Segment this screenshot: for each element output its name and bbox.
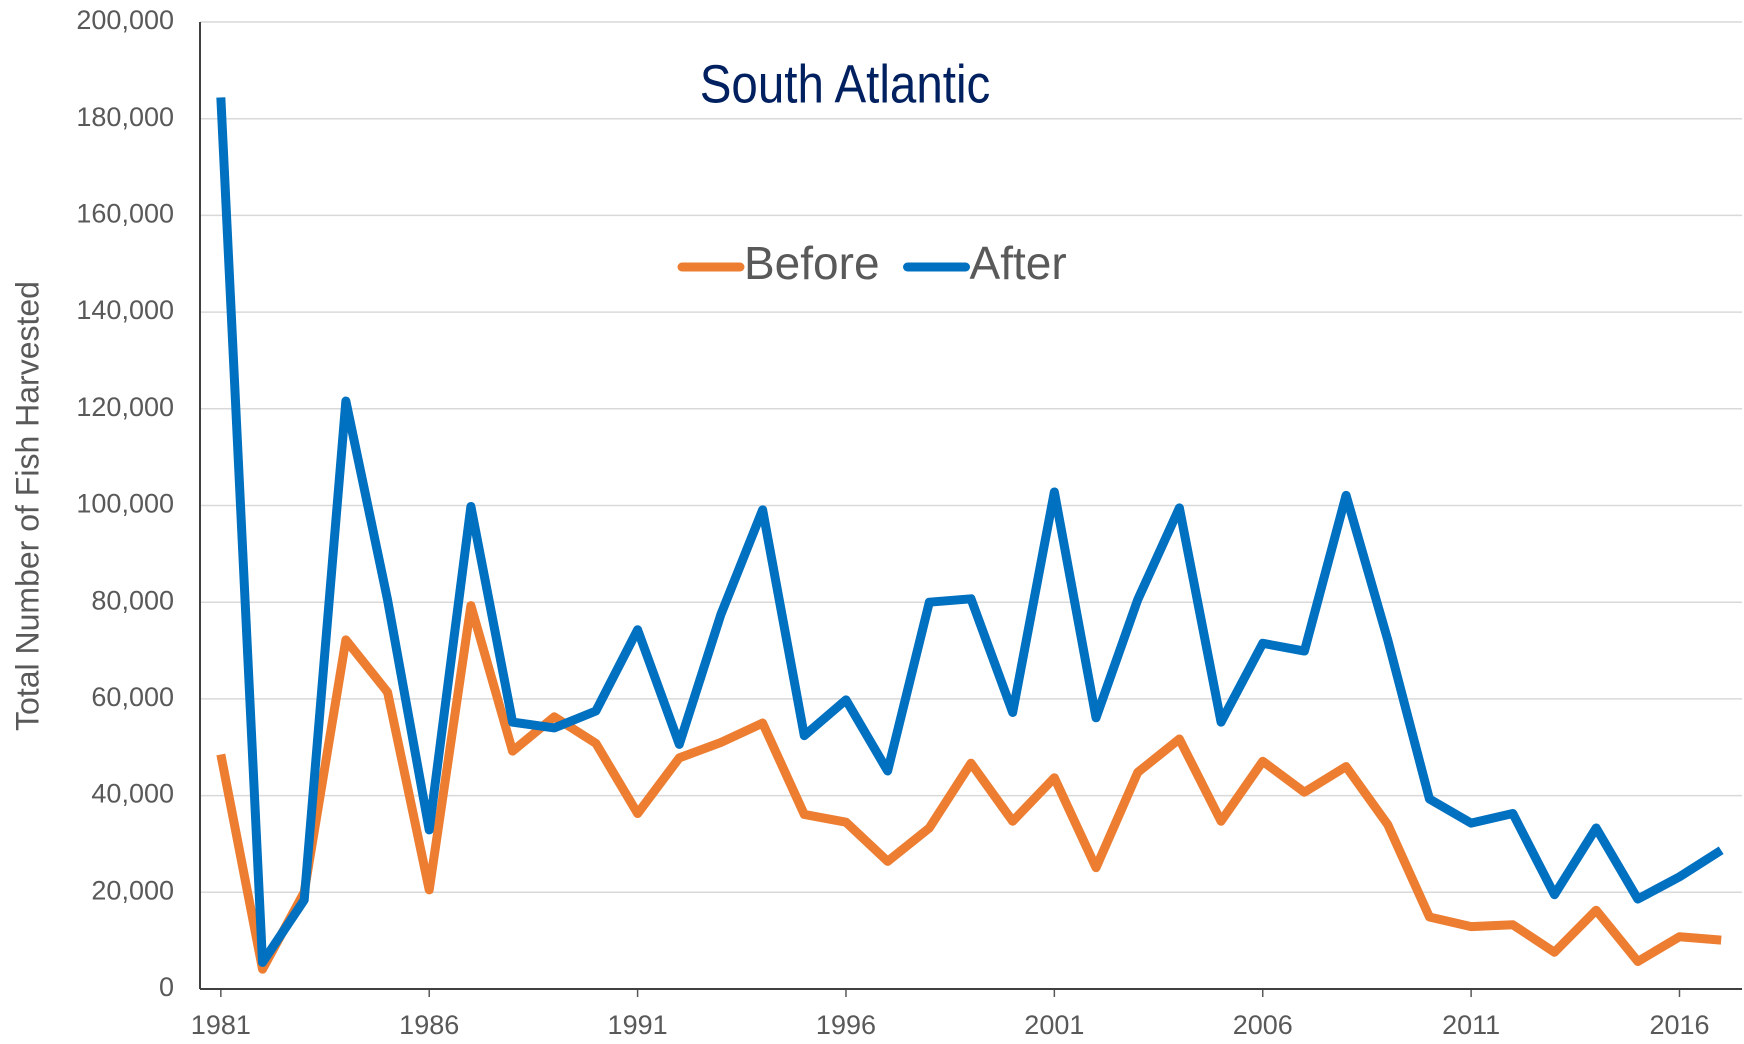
- x-tick-label: 2001: [1024, 1010, 1084, 1040]
- x-tick-label: 1986: [399, 1010, 459, 1040]
- series-line: [216, 601, 1722, 974]
- y-tick-label: 100,000: [76, 489, 174, 519]
- x-tick-label: 2016: [1649, 1010, 1709, 1040]
- chart-title: South Atlantic: [700, 53, 991, 114]
- y-tick-label: 160,000: [76, 199, 174, 229]
- y-tick-label: 80,000: [91, 585, 174, 615]
- y-tick-label: 0: [159, 972, 174, 1002]
- legend-label: After: [970, 237, 1067, 289]
- y-tick-label: 140,000: [76, 295, 174, 325]
- x-tick-label: 2011: [1442, 1010, 1500, 1040]
- y-axis-label: Total Number of Fish Harvested: [9, 281, 45, 731]
- y-tick-label: 200,000: [76, 5, 174, 35]
- x-tick-label: 1981: [191, 1010, 251, 1040]
- legend-label: Before: [744, 237, 880, 289]
- x-tick-label: 2006: [1233, 1010, 1293, 1040]
- y-tick-label: 60,000: [91, 682, 174, 712]
- y-tick-label: 40,000: [91, 779, 174, 809]
- series-line: [216, 97, 1724, 967]
- x-tick-label: 1991: [608, 1010, 668, 1040]
- y-tick-label: 20,000: [91, 875, 174, 905]
- y-tick-label: 180,000: [76, 102, 174, 132]
- x-tick-label: 1996: [816, 1010, 876, 1040]
- y-tick-label: 120,000: [76, 392, 174, 422]
